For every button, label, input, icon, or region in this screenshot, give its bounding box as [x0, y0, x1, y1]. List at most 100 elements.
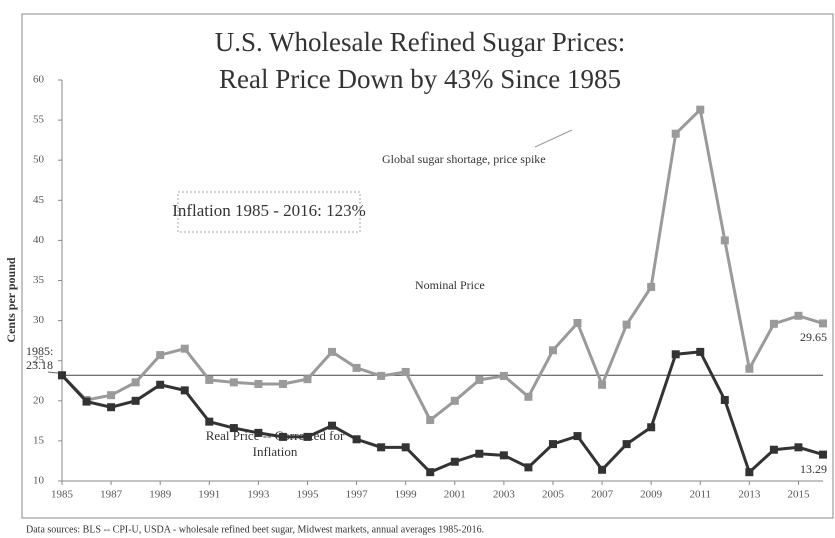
point	[819, 450, 827, 459]
point	[131, 396, 140, 405]
point	[450, 457, 459, 466]
annotation: Inflation 1985 - 2016: 123%	[172, 201, 366, 220]
point	[254, 428, 263, 437]
point	[769, 319, 778, 328]
point	[745, 364, 754, 373]
x-tick-label: 1997	[346, 489, 369, 501]
point	[475, 449, 484, 458]
y-tick-label: 20	[33, 394, 45, 406]
x-tick-label: 2007	[591, 489, 614, 501]
point	[229, 424, 238, 433]
source-note: Data sources: BLS -- CPI-U, USDA - whole…	[26, 524, 484, 535]
point	[401, 367, 410, 376]
x-tick-label: 1993	[247, 489, 270, 501]
point	[278, 432, 287, 441]
annotation: 13.29	[800, 462, 827, 476]
point	[598, 465, 607, 474]
point	[107, 403, 116, 412]
point	[229, 378, 238, 387]
y-tick-label: 50	[33, 154, 45, 166]
point	[401, 443, 410, 452]
point	[278, 379, 287, 388]
x-tick-label: 1985	[51, 489, 74, 501]
point	[548, 440, 557, 449]
point	[180, 344, 189, 353]
point	[720, 236, 729, 245]
point	[745, 468, 754, 477]
point	[205, 375, 214, 384]
y-tick-label: 30	[33, 314, 45, 326]
point	[377, 443, 386, 452]
y-tick-label: 60	[33, 74, 45, 86]
point	[303, 375, 312, 384]
y-tick-label: 35	[33, 274, 45, 286]
point	[794, 311, 803, 320]
point	[328, 347, 337, 356]
y-tick-label: 25	[33, 354, 45, 366]
x-tick-label: 2001	[444, 489, 466, 501]
point	[573, 432, 582, 441]
point	[548, 346, 557, 355]
point	[696, 347, 705, 356]
point	[622, 440, 631, 449]
chart-title: U.S. Wholesale Refined Sugar Prices:	[215, 27, 625, 57]
point	[647, 423, 656, 432]
legend-label: Real Price -- Corrected for Inflation	[205, 428, 345, 459]
point	[598, 380, 607, 389]
point	[156, 380, 165, 389]
annotation: 29.65	[800, 330, 827, 344]
y-tick-label: 40	[33, 234, 45, 246]
point	[180, 386, 189, 395]
x-tick-label: 1995	[296, 489, 319, 501]
legend-label: Nominal Price	[415, 278, 485, 292]
point	[328, 421, 337, 430]
point	[499, 371, 508, 380]
point	[82, 397, 91, 406]
annotation: Global sugar shortage, price spike	[382, 152, 546, 166]
point	[131, 378, 140, 387]
point	[426, 416, 435, 425]
point	[303, 432, 312, 441]
point	[450, 396, 459, 405]
y-tick-label: 55	[33, 114, 45, 126]
x-tick-label: 2011	[689, 489, 711, 501]
x-tick-label: 2009	[640, 489, 663, 501]
y-tick-label: 45	[33, 194, 45, 206]
point	[377, 371, 386, 380]
point	[205, 417, 214, 426]
point	[819, 319, 827, 328]
y-axis-label: Cents per pound	[4, 257, 18, 342]
x-tick-label: 2003	[493, 489, 516, 501]
point	[794, 443, 803, 452]
point	[671, 129, 680, 138]
series-line	[60, 106, 824, 423]
x-tick-label: 2015	[787, 489, 810, 501]
point	[426, 468, 435, 477]
y-tick-label: 10	[33, 475, 45, 487]
point	[352, 363, 361, 372]
point	[647, 282, 656, 291]
point	[107, 391, 116, 400]
x-tick-label: 1989	[149, 489, 172, 501]
point	[622, 320, 631, 329]
point	[499, 451, 508, 460]
chart-title: Real Price Down by 43% Since 1985	[219, 64, 621, 94]
point	[671, 350, 680, 359]
point	[254, 379, 263, 388]
point	[720, 395, 729, 404]
point	[524, 392, 533, 401]
annotation-box	[177, 191, 361, 233]
x-tick-label: 1991	[198, 489, 220, 501]
annotation: 23.18	[26, 358, 53, 372]
point	[524, 463, 533, 472]
x-tick-label: 1999	[395, 489, 418, 501]
point	[58, 371, 66, 380]
frame	[21, 13, 834, 519]
point	[769, 445, 778, 454]
y-tick-label: 15	[33, 434, 45, 446]
point	[573, 319, 582, 328]
x-tick-label: 2013	[738, 489, 761, 501]
point	[475, 375, 484, 384]
x-tick-label: 2005	[542, 489, 565, 501]
